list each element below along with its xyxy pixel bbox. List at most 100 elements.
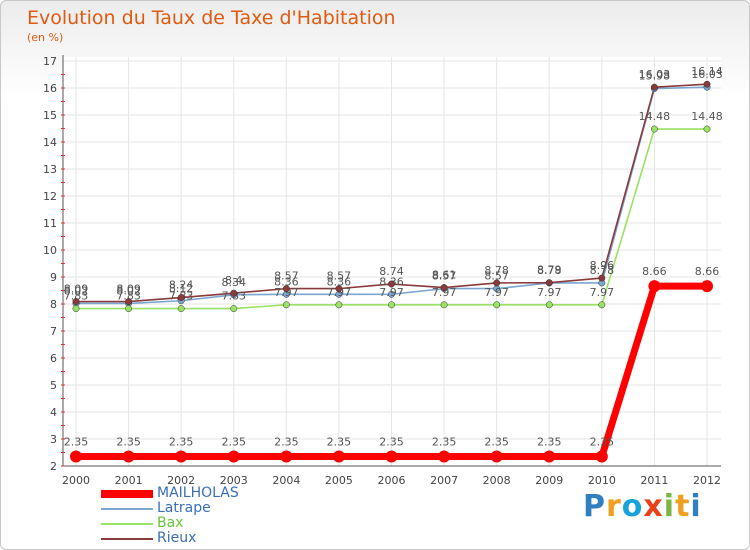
data-point-bax <box>545 301 553 309</box>
data-point-mailholas <box>280 450 293 463</box>
y-tick-label: 15 <box>43 109 57 122</box>
legend-label: Bax <box>157 515 184 531</box>
data-label-bax: 7.83 <box>64 290 89 303</box>
x-tick-label: 2004 <box>272 474 300 487</box>
data-label-bax: 7.97 <box>537 286 562 299</box>
logo-letter: t <box>675 489 691 524</box>
data-label-latrape: 8.78 <box>537 264 562 277</box>
data-label-rieux: 8.24 <box>169 279 194 292</box>
y-tick-label: 12 <box>43 190 57 203</box>
data-point-bax <box>72 305 80 313</box>
data-label-bax: 7.97 <box>590 286 615 299</box>
data-point-mailholas <box>648 280 661 293</box>
x-tick-label: 2001 <box>115 474 143 487</box>
data-label-rieux: 16.14 <box>691 65 723 78</box>
data-point-mailholas <box>701 280 713 293</box>
data-label-latrape: 15.98 <box>639 70 671 83</box>
logo-letter: x <box>643 489 664 524</box>
data-point-bax <box>493 301 501 309</box>
y-tick-label: 16 <box>43 82 57 95</box>
data-label-mailholas: 2.35 <box>222 436 247 449</box>
y-tick-label: 13 <box>43 163 57 176</box>
legend-label: Latrape <box>157 500 211 516</box>
data-label-mailholas: 2.35 <box>274 436 299 449</box>
data-point-mailholas <box>227 450 240 463</box>
data-point-mailholas <box>175 450 188 463</box>
logo-letter: i <box>663 489 676 524</box>
data-point-bax <box>650 125 658 133</box>
data-point-mailholas <box>595 450 608 463</box>
data-label-mailholas: 2.35 <box>590 436 615 449</box>
legend-swatch <box>101 537 153 540</box>
data-point-bax <box>335 301 343 309</box>
chart-title: Evolution du Taux de Taxe d'Habitation <box>27 7 396 29</box>
data-point-rieux <box>493 279 501 287</box>
legend-swatch <box>101 489 153 498</box>
y-tick-label: 11 <box>43 217 57 230</box>
data-point-bax <box>282 301 290 309</box>
data-label-rieux: 8.09 <box>64 283 89 296</box>
data-point-latrape <box>388 290 395 298</box>
data-label-latrape: 8.36 <box>327 275 352 288</box>
data-point-rieux <box>177 294 185 301</box>
y-tick-label: 6 <box>50 352 57 365</box>
legend-item-mailholas: MAILHOLAS <box>101 486 239 501</box>
x-tick-label: 2002 <box>167 474 195 487</box>
data-point-rieux <box>125 298 133 306</box>
data-label-bax: 7.97 <box>484 286 509 299</box>
data-label-bax: 7.97 <box>379 286 404 299</box>
data-label-mailholas: 2.35 <box>484 436 509 449</box>
legend-swatch <box>101 522 153 525</box>
x-tick-label: 2008 <box>483 474 511 487</box>
data-label-rieux: 8.74 <box>379 265 404 278</box>
data-point-rieux <box>335 285 343 293</box>
y-tick-label: 3 <box>50 433 57 446</box>
legend-item-bax: Bax <box>101 516 239 531</box>
y-tick-label: 14 <box>43 136 57 149</box>
y-tick-label: 2 <box>50 460 57 473</box>
legend-label: Rieux <box>157 530 197 546</box>
data-point-mailholas <box>438 450 451 463</box>
data-point-mailholas <box>122 450 135 463</box>
data-label-latrape: 8.34 <box>222 276 247 289</box>
data-label-mailholas: 2.35 <box>379 436 404 449</box>
data-label-latrape: 8.57 <box>432 270 457 283</box>
x-tick-label: 2012 <box>693 474 721 487</box>
data-point-bax <box>440 301 448 309</box>
x-tick-label: 2010 <box>588 474 616 487</box>
data-point-rieux <box>230 289 238 297</box>
x-tick-label: 2007 <box>430 474 458 487</box>
data-label-latrape: 16.03 <box>691 68 723 81</box>
legend-item-rieux: Rieux <box>101 531 239 546</box>
logo-letter: o <box>621 489 644 524</box>
data-label-bax: 7.97 <box>432 286 457 299</box>
data-point-bax <box>703 125 711 133</box>
data-label-latrape: 8.57 <box>484 270 509 283</box>
data-label-mailholas: 8.66 <box>642 265 667 278</box>
y-tick-label: 7 <box>50 325 57 338</box>
data-label-latrape: 8.36 <box>274 275 299 288</box>
data-label-rieux: 8.4 <box>225 274 243 287</box>
data-label-bax: 14.48 <box>691 110 723 123</box>
data-label-bax: 7.97 <box>274 286 299 299</box>
data-label-rieux: 8.78 <box>484 264 509 277</box>
unit-label: (en %) <box>27 31 64 44</box>
data-point-rieux <box>545 279 553 287</box>
data-label-mailholas: 2.35 <box>432 436 457 449</box>
data-label-mailholas: 8.66 <box>695 265 720 278</box>
data-point-mailholas <box>543 450 556 463</box>
data-label-latrape: 8.12 <box>169 282 194 295</box>
data-label-latrape: 8.02 <box>64 284 89 297</box>
y-tick-label: 9 <box>50 271 57 284</box>
x-tick-label: 2011 <box>640 474 668 487</box>
data-point-rieux <box>440 284 448 291</box>
data-point-rieux <box>282 285 290 293</box>
data-label-rieux: 8.09 <box>116 283 141 296</box>
legend: MAILHOLAS Latrape Bax Rieux <box>101 486 239 546</box>
data-label-latrape: 8.02 <box>116 284 141 297</box>
data-point-bax <box>125 305 133 313</box>
data-label-rieux: 8.96 <box>590 259 615 272</box>
data-label-bax: 14.48 <box>639 110 671 123</box>
data-label-bax: 7.83 <box>116 290 141 303</box>
legend-item-latrape: Latrape <box>101 501 239 516</box>
